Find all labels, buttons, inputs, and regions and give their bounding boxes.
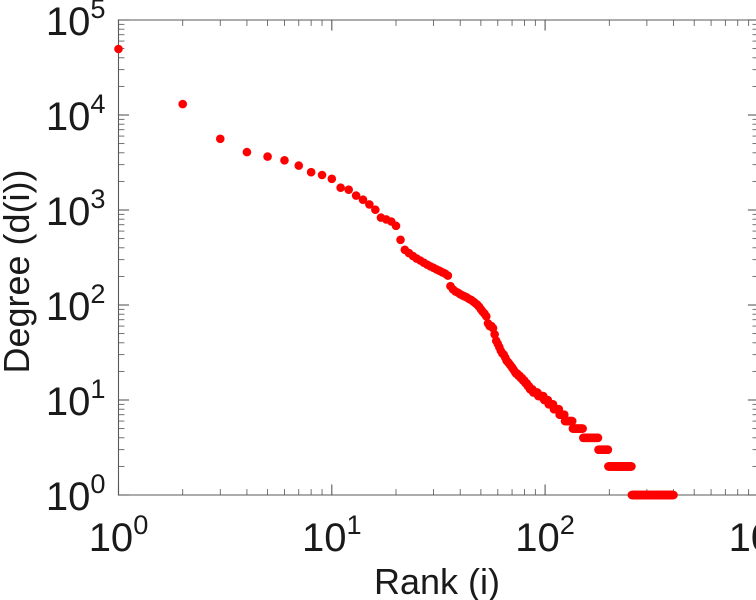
svg-text:5: 5 [90, 0, 105, 24]
svg-text:Rank (i): Rank (i) [374, 561, 500, 600]
svg-text:1: 1 [346, 509, 361, 540]
svg-text:10: 10 [46, 285, 91, 329]
svg-text:10: 10 [302, 516, 347, 560]
svg-text:10: 10 [46, 380, 91, 424]
svg-text:4: 4 [90, 88, 105, 119]
svg-text:0: 0 [133, 509, 148, 540]
svg-text:10: 10 [89, 516, 134, 560]
svg-text:1: 1 [90, 373, 105, 404]
svg-text:10: 10 [46, 475, 91, 519]
svg-text:10: 10 [46, 0, 91, 44]
svg-text:10: 10 [515, 516, 560, 560]
svg-text:10: 10 [46, 190, 91, 234]
svg-text:0: 0 [90, 468, 105, 499]
svg-text:2: 2 [560, 509, 575, 540]
svg-text:10: 10 [729, 516, 756, 560]
svg-text:Degree (d(i)): Degree (d(i)) [0, 169, 37, 373]
svg-text:3: 3 [90, 183, 105, 214]
svg-text:10: 10 [46, 95, 91, 139]
svg-text:2: 2 [90, 278, 105, 309]
